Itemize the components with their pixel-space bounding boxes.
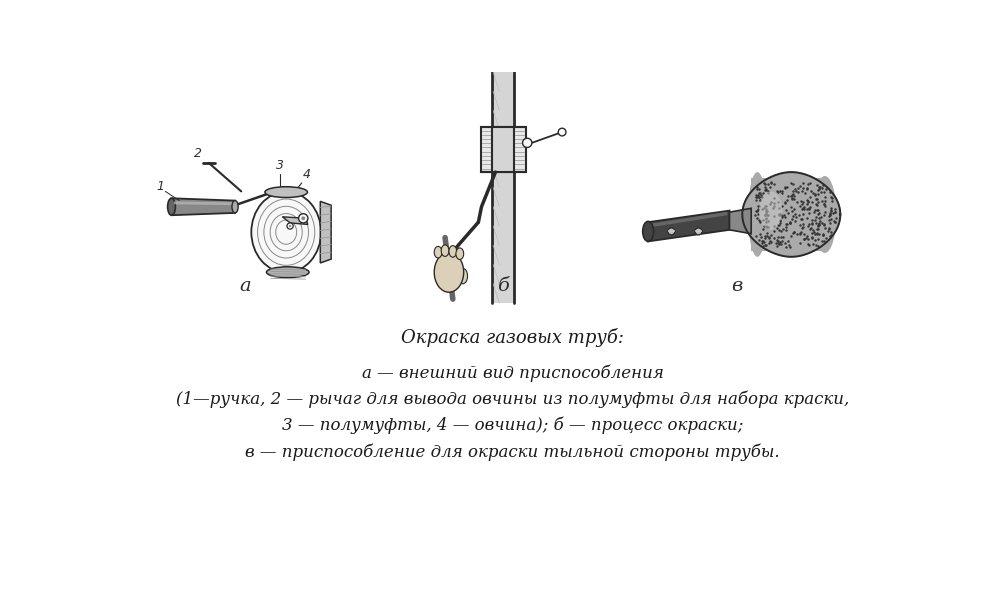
Circle shape [695, 228, 702, 235]
Text: Окраска газовых труб:: Окраска газовых труб: [401, 328, 624, 347]
Ellipse shape [434, 252, 464, 292]
Bar [751, 178, 825, 251]
Text: а: а [239, 277, 251, 295]
Polygon shape [282, 217, 308, 224]
Ellipse shape [168, 198, 175, 215]
Ellipse shape [748, 172, 767, 257]
Ellipse shape [449, 245, 457, 257]
Bar [492, 127, 514, 172]
Ellipse shape [434, 247, 442, 258]
Ellipse shape [643, 221, 654, 241]
Text: 2: 2 [194, 146, 202, 160]
Ellipse shape [441, 245, 449, 256]
Text: б: б [497, 277, 509, 295]
Bar [492, 72, 514, 303]
Circle shape [301, 217, 305, 220]
Polygon shape [172, 198, 235, 215]
Circle shape [287, 223, 293, 229]
Ellipse shape [251, 192, 321, 272]
Polygon shape [730, 208, 751, 234]
Polygon shape [320, 202, 331, 263]
Text: 3: 3 [276, 159, 284, 172]
Ellipse shape [265, 187, 308, 197]
Text: в — приспособление для окраски тыльной стороны трубы.: в — приспособление для окраски тыльной с… [245, 443, 780, 461]
Ellipse shape [232, 200, 238, 213]
Bar [481, 127, 526, 172]
Circle shape [558, 128, 566, 136]
Text: в: в [732, 277, 743, 295]
Text: 1: 1 [157, 180, 165, 193]
Circle shape [523, 138, 532, 148]
Polygon shape [648, 211, 730, 241]
Ellipse shape [456, 248, 464, 259]
Text: 4: 4 [303, 168, 311, 181]
Polygon shape [742, 172, 840, 257]
Text: (1—ручка, 2 — рычаг для вывода овчины из полумуфты для набора краски,: (1—ручка, 2 — рычаг для вывода овчины из… [176, 391, 849, 408]
Ellipse shape [266, 267, 309, 278]
Ellipse shape [759, 191, 782, 230]
Circle shape [299, 214, 308, 223]
Text: а — внешний вид приспособления: а — внешний вид приспособления [362, 365, 663, 382]
Ellipse shape [813, 176, 836, 253]
Circle shape [668, 228, 675, 235]
Ellipse shape [458, 268, 468, 284]
Circle shape [289, 225, 291, 227]
Text: 3 — полумуфты, 4 — овчина); б — процесс окраски;: 3 — полумуфты, 4 — овчина); б — процесс … [282, 417, 743, 434]
